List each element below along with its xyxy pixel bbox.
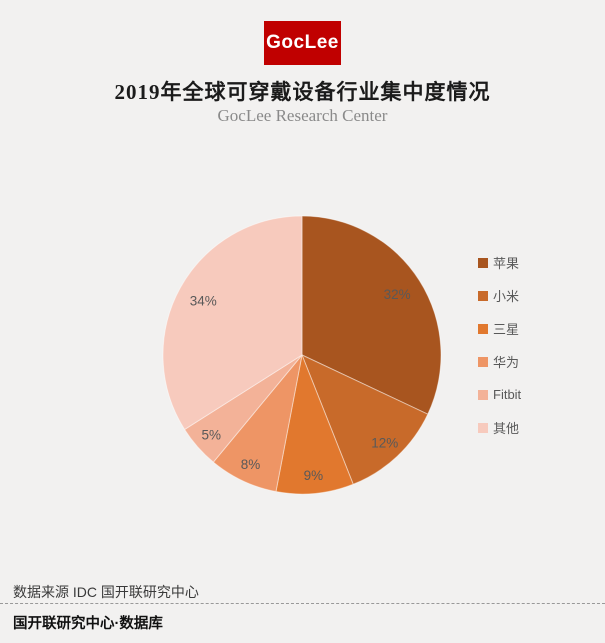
data-source-note: 数据来源 IDC 国开联研究中心: [13, 584, 199, 600]
chart-subtitle: GocLee Research Center: [217, 106, 388, 125]
legend-item-0: 苹果: [478, 256, 521, 271]
legend-label: 华为: [493, 355, 520, 370]
pie-slice-2: [275, 353, 354, 495]
footer-divider: [0, 603, 605, 604]
chart-legend: 苹果小米三星华为 Fitbit 其他: [478, 256, 521, 454]
legend-swatch-icon: [478, 422, 488, 433]
legend-item-3: 华为: [478, 355, 521, 370]
legend-swatch-icon: [478, 257, 488, 268]
pie-slice-5: [162, 215, 303, 431]
legend-swatch-icon: [478, 356, 488, 367]
goclee-logo: GocLee: [264, 21, 341, 65]
legend-swatch-icon: [478, 323, 488, 334]
legend-label: 小米: [493, 289, 520, 304]
pie-slice-1: [301, 354, 429, 485]
legend-swatch-icon: [478, 389, 488, 400]
goclee-logo-text: GocLee: [266, 32, 339, 53]
pie-label-1: 12%: [371, 436, 398, 451]
legend-item-5: 其他: [478, 421, 521, 436]
pie-slice-0: [301, 215, 442, 415]
pie-slice-4: [183, 354, 303, 463]
legend-label: Fitbit: [493, 387, 522, 402]
legend-item-4: Fitbit: [478, 387, 522, 402]
pie-label-3: 8%: [241, 457, 261, 472]
pie-label-0: 32%: [384, 287, 411, 302]
legend-label: 其他: [493, 421, 520, 436]
legend-item-2: 三星: [478, 322, 521, 337]
pie-label-4: 5%: [202, 428, 222, 443]
legend-swatch-icon: [478, 290, 488, 301]
legend-item-1: 小米: [478, 289, 521, 304]
chart-title: 2019年全球可穿戴设备行业集中度情况: [114, 80, 491, 104]
legend-label: 三星: [493, 322, 520, 337]
pie-slice-3: [212, 354, 303, 493]
footer-brand: 国开联研究中心·数据库: [13, 616, 163, 632]
legend-label: 苹果: [493, 256, 520, 271]
pie-label-2: 9%: [304, 468, 324, 483]
pie-label-5: 34%: [190, 293, 217, 308]
